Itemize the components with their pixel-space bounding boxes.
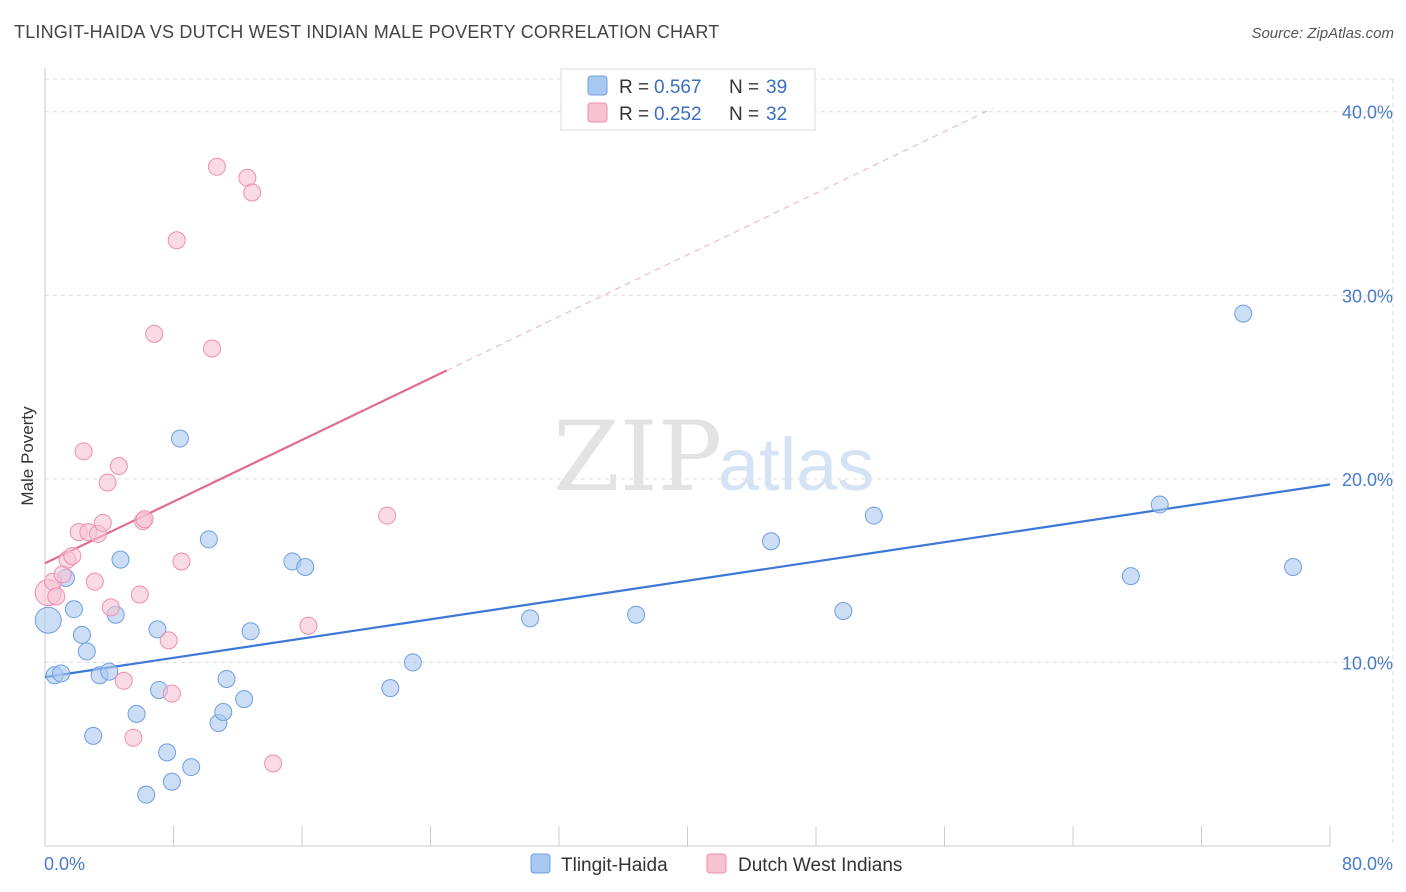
point-tlingit <box>403 653 422 672</box>
point-tlingit <box>162 772 181 791</box>
point-tlingit <box>381 679 400 698</box>
y-tick-label: 20.0% <box>1342 470 1393 490</box>
point-tlingit <box>148 620 167 639</box>
point-tlingit <box>199 530 218 549</box>
point-dutch <box>109 457 128 476</box>
legend-r-label: R = <box>619 104 649 125</box>
trend-line-1 <box>44 369 448 565</box>
point-dutch <box>135 510 154 529</box>
point-dutch <box>378 506 397 525</box>
point-tlingit <box>1150 495 1169 514</box>
point-dutch <box>159 631 178 650</box>
point-tlingit <box>1121 567 1140 586</box>
legend-r-label: R = <box>619 77 649 98</box>
point-tlingit <box>137 785 156 804</box>
point-tlingit <box>111 550 130 569</box>
watermark-zip: ZIP <box>553 401 722 513</box>
point-tlingit <box>627 605 646 624</box>
point-tlingit <box>834 602 853 621</box>
source-label: Source: ZipAtlas.com <box>1251 25 1394 42</box>
legend-r-value: 0.252 <box>654 104 702 125</box>
point-tlingit <box>762 532 781 551</box>
point-tlingit <box>127 704 146 723</box>
point-dutch <box>264 754 283 773</box>
legend-swatch-tlingit <box>587 75 608 96</box>
point-tlingit <box>158 743 177 762</box>
point-tlingit <box>235 690 254 709</box>
point-tlingit <box>1284 557 1303 576</box>
legend-swatch-dutch <box>587 102 608 123</box>
point-tlingit <box>34 606 62 634</box>
legend-swatch-tlingit-bottom <box>530 853 551 874</box>
point-dutch <box>98 473 117 492</box>
point-tlingit <box>296 557 315 576</box>
point-tlingit <box>52 664 71 683</box>
point-tlingit <box>217 669 236 688</box>
point-tlingit <box>72 625 91 644</box>
point-tlingit <box>100 662 119 681</box>
stats-legend: R = 0.567 N = 39 R = 0.252 N = 32 <box>560 68 816 131</box>
point-dutch <box>167 231 186 250</box>
point-dutch <box>47 587 66 606</box>
y-axis-title: Male Poverty <box>18 406 37 506</box>
point-dutch <box>243 183 262 202</box>
point-dutch <box>124 728 143 747</box>
axes <box>44 68 1331 847</box>
point-tlingit <box>241 622 260 641</box>
point-dutch <box>130 585 149 604</box>
point-dutch <box>162 684 181 703</box>
trend-extension-1 <box>446 107 993 372</box>
point-tlingit <box>521 609 540 628</box>
watermark-atlas: atlas <box>718 423 874 506</box>
point-dutch <box>203 339 222 358</box>
point-dutch <box>172 552 191 571</box>
point-dutch <box>299 616 318 635</box>
legend-swatch-dutch-bottom <box>706 853 727 874</box>
legend-n-label: N = <box>729 104 759 125</box>
point-tlingit <box>182 758 201 777</box>
legend-n-label: N = <box>729 77 759 98</box>
point-tlingit <box>864 506 883 525</box>
point-dutch <box>85 572 104 591</box>
point-dutch <box>101 598 120 617</box>
point-dutch <box>74 442 93 461</box>
legend-series-tlingit: Tlingit-Haida <box>561 855 668 876</box>
point-dutch <box>114 671 133 690</box>
point-tlingit <box>64 600 83 619</box>
x-tick-label-min: 0.0% <box>44 854 85 874</box>
point-tlingit <box>170 429 189 448</box>
trend-line-0 <box>44 483 1331 679</box>
trend-lines <box>44 107 1331 679</box>
x-tick-label-max: 80.0% <box>1342 854 1393 874</box>
point-dutch <box>93 513 112 532</box>
scatter-points <box>34 157 1303 804</box>
point-dutch <box>145 324 164 343</box>
legend-n-value: 39 <box>766 77 787 98</box>
point-dutch <box>63 546 82 565</box>
y-tick-label: 40.0% <box>1342 103 1393 123</box>
y-tick-label: 30.0% <box>1342 286 1393 306</box>
tick-labels: 10.0% 20.0% 30.0% 40.0% 0.0% 80.0% <box>44 103 1393 874</box>
point-tlingit <box>84 726 103 745</box>
point-tlingit <box>214 702 233 721</box>
legend-series-dutch: Dutch West Indians <box>738 855 902 876</box>
legend-r-value: 0.567 <box>654 77 702 98</box>
legend-n-value: 32 <box>766 104 787 125</box>
chart-title: TLINGIT-HAIDA VS DUTCH WEST INDIAN MALE … <box>14 22 720 42</box>
y-tick-label: 10.0% <box>1342 653 1393 673</box>
series-legend: Tlingit-Haida Dutch West Indians <box>530 853 902 876</box>
point-tlingit <box>77 642 96 661</box>
point-dutch <box>207 157 226 176</box>
point-tlingit <box>1234 304 1253 323</box>
